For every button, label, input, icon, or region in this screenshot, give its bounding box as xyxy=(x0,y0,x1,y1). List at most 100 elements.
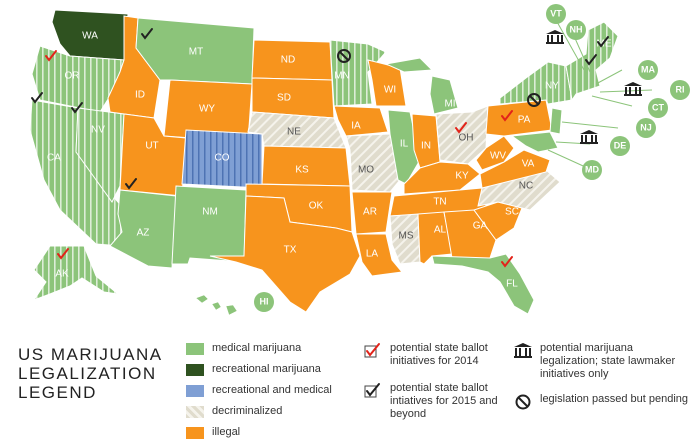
legend-item-medical: medical marijuana xyxy=(186,342,356,355)
svg-text:NJ: NJ xyxy=(640,122,652,132)
swatch-rec-and-med xyxy=(186,385,204,397)
black-check-icon-ny xyxy=(585,54,597,66)
state-ia xyxy=(333,105,389,137)
state-md-de xyxy=(510,131,559,153)
red-check-icon xyxy=(364,343,380,358)
svg-text:CT: CT xyxy=(652,102,664,112)
red-check-icon-ak xyxy=(57,248,69,260)
label-va: VA xyxy=(522,159,535,170)
legend-item-illegal: illegal xyxy=(186,426,356,439)
legend-symbols-right: potential marijuana legalization; state … xyxy=(514,342,694,419)
state-fl xyxy=(431,253,535,315)
bubble-ct: CT xyxy=(648,98,668,118)
label-ok: OK xyxy=(309,201,324,212)
svg-text:RI: RI xyxy=(676,84,685,94)
state-hi xyxy=(195,294,238,316)
label-wa: WA xyxy=(82,31,98,42)
label-nv: NV xyxy=(91,125,105,136)
swatch-medical xyxy=(186,343,204,355)
label-al: AL xyxy=(434,225,447,236)
label-or: OR xyxy=(65,71,80,82)
us-map: WA OR CA NV ID MT WY UT CO AZ NM ND SD N… xyxy=(29,4,690,316)
label-ar: AR xyxy=(363,207,377,218)
capitol-building-icon xyxy=(514,343,532,358)
bubble-ma: MA xyxy=(638,60,658,80)
label-il: IL xyxy=(400,139,409,150)
black-check-icon-me xyxy=(597,36,609,48)
bubble-ri: RI xyxy=(670,80,690,100)
label-ia: IA xyxy=(351,121,361,132)
black-check-icon xyxy=(364,383,380,398)
label-ms: MS xyxy=(399,231,414,242)
state-ak xyxy=(32,245,120,302)
label-pa: PA xyxy=(518,115,531,126)
label-mo: MO xyxy=(358,165,374,176)
label-ga: GA xyxy=(473,221,488,232)
state-tx xyxy=(209,195,361,313)
svg-text:MA: MA xyxy=(641,64,655,74)
label-wy: WY xyxy=(199,104,215,115)
black-check-icon-or xyxy=(31,92,43,104)
state-la xyxy=(355,233,403,277)
label-ny: NY xyxy=(545,81,559,92)
prohibited-icon-mn xyxy=(337,49,351,63)
legend-title: US MARIJUANA LEGALIZATION LEGEND xyxy=(18,345,178,402)
label-mi: MI xyxy=(444,99,455,110)
red-check-icon-pa xyxy=(501,110,513,122)
label-nm: NM xyxy=(202,207,218,218)
label-nc: NC xyxy=(519,181,533,192)
state-ms xyxy=(389,213,421,265)
label-sd: SD xyxy=(277,93,291,104)
state-ar xyxy=(351,191,393,235)
legend-title-line-2: LEGALIZATION xyxy=(18,364,157,383)
capitol-building-icon-ma xyxy=(624,82,642,96)
label-id: ID xyxy=(135,90,145,101)
state-nm xyxy=(171,185,247,265)
prohibited-icon xyxy=(515,394,531,410)
legend-item-2015: potential state ballot intiatives for 20… xyxy=(364,382,504,421)
red-check-icon-oh xyxy=(455,122,467,134)
state-ga xyxy=(443,209,497,259)
svg-text:DE: DE xyxy=(614,140,627,150)
label-sc: SC xyxy=(505,207,519,218)
legend-label: recreational and medical xyxy=(212,384,332,396)
legend-label: medical marijuana xyxy=(212,342,302,354)
label-la: LA xyxy=(366,249,379,260)
legend-item-rec-and-med: recreational and medical xyxy=(186,384,356,397)
label-ne: NE xyxy=(287,127,301,138)
label-nd: ND xyxy=(281,55,295,66)
black-check-icon-nv xyxy=(71,102,83,114)
label-co: CO xyxy=(215,153,230,164)
legend-item-2014: potential state ballot initiatives for 2… xyxy=(364,342,504,368)
label-ks: KS xyxy=(295,165,309,176)
red-check-icon-fl xyxy=(501,256,513,268)
legend-label: potential state ballot intiatives for 20… xyxy=(390,382,498,420)
swatch-decriminalized xyxy=(186,406,204,418)
legend-item-decriminalized: decriminalized xyxy=(186,405,356,418)
label-mt: MT xyxy=(189,47,203,58)
state-sc xyxy=(473,201,523,241)
svg-text:NH: NH xyxy=(570,24,583,34)
legend-title-line-1: US MARIJUANA xyxy=(18,345,163,364)
label-in: IN xyxy=(421,141,431,152)
legend-label: potential state ballot initiatives for 2… xyxy=(390,342,488,367)
state-ny xyxy=(499,61,573,105)
label-ak: AK xyxy=(55,269,69,280)
prohibited-icon-ny xyxy=(527,93,541,107)
bubble-md: MD xyxy=(582,160,602,180)
bubble-nj: NJ xyxy=(636,118,656,138)
legend-label: recreational marijuana xyxy=(212,363,321,375)
label-oh: OH xyxy=(459,133,474,144)
state-ky xyxy=(403,161,481,195)
swatch-recreational xyxy=(186,364,204,376)
red-check-icon-or xyxy=(45,50,57,62)
label-tn: TN xyxy=(433,197,446,208)
bubble-vt: VT xyxy=(546,4,566,24)
legend-label: legislation passed but pending xyxy=(540,393,689,405)
label-wi: WI xyxy=(384,85,396,96)
legend-title-line-3: LEGEND xyxy=(18,383,97,402)
svg-text:HI: HI xyxy=(260,296,269,306)
state-sd xyxy=(251,77,335,119)
legend-label: decriminalized xyxy=(212,405,283,417)
bubble-hi: HI xyxy=(254,292,274,312)
